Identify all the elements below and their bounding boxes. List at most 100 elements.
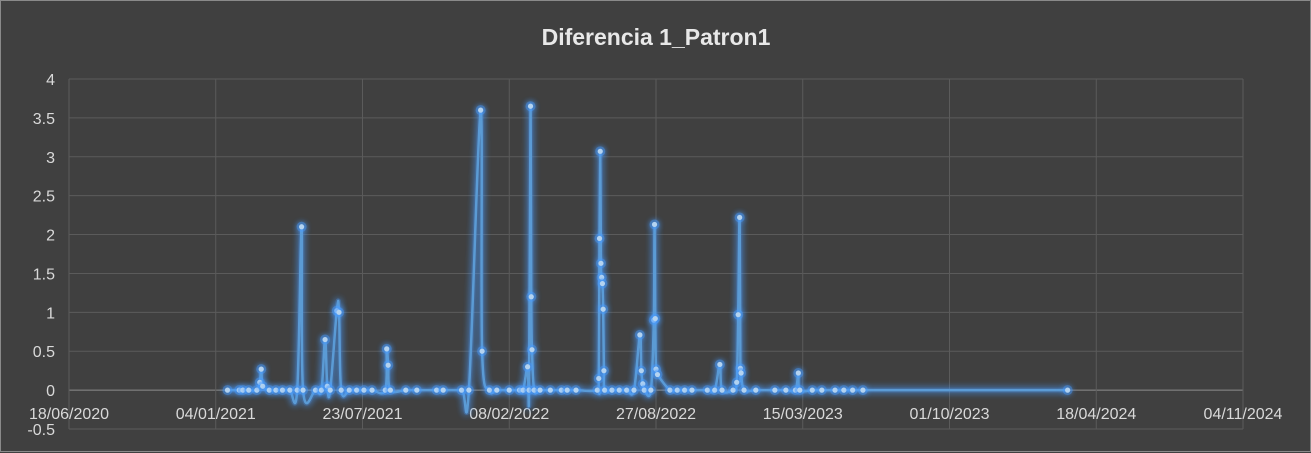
data-point-marker xyxy=(737,214,743,221)
y-tick-label: 1 xyxy=(46,305,55,322)
y-tick-label: 4 xyxy=(46,72,55,89)
data-point-marker xyxy=(414,387,420,393)
data-point-marker xyxy=(638,368,644,374)
data-point xyxy=(838,385,849,396)
data-point-marker xyxy=(466,387,472,393)
marker-layer xyxy=(222,101,1073,396)
data-point-marker xyxy=(547,387,553,393)
data-point xyxy=(816,385,827,396)
data-point xyxy=(598,365,609,376)
data-point xyxy=(645,385,656,396)
data-point-marker xyxy=(648,387,654,393)
data-point-marker xyxy=(637,332,643,338)
x-tick-label: 04/11/2024 xyxy=(1204,406,1283,423)
data-point xyxy=(336,385,347,396)
y-tick-label: 2 xyxy=(46,228,55,245)
data-point-marker xyxy=(494,387,500,393)
chart-title: Diferencia 1_Patron1 xyxy=(542,24,771,50)
data-point xyxy=(381,343,392,354)
x-axis-ticks: 18/06/2020 04/01/2021 23/07/2021 08/02/2022… xyxy=(29,406,1283,423)
data-point-marker xyxy=(1065,387,1071,393)
data-point xyxy=(652,369,663,380)
data-point-marker xyxy=(601,368,607,374)
data-point xyxy=(709,385,720,396)
data-point-marker xyxy=(797,387,803,393)
data-point-marker xyxy=(609,387,615,393)
data-point xyxy=(385,385,396,396)
data-point xyxy=(484,385,495,396)
data-point-marker xyxy=(298,224,305,230)
data-point xyxy=(367,385,378,396)
data-point-marker xyxy=(529,347,535,353)
data-point xyxy=(599,385,610,396)
data-point xyxy=(847,385,858,396)
data-point xyxy=(562,385,573,396)
data-point-marker xyxy=(654,371,661,378)
data-point-marker xyxy=(318,387,325,393)
x-tick-label: 27/08/2022 xyxy=(616,406,696,423)
data-point-marker xyxy=(246,387,252,393)
data-point xyxy=(463,385,474,396)
data-point-marker xyxy=(266,387,272,393)
data-point xyxy=(411,385,422,396)
data-point xyxy=(686,385,697,396)
data-point-marker xyxy=(735,312,741,318)
data-point xyxy=(504,385,515,396)
data-point-marker xyxy=(860,387,866,393)
data-point xyxy=(334,307,345,318)
data-point xyxy=(597,278,608,289)
y-tick-label: 1.5 xyxy=(33,266,55,283)
data-point xyxy=(456,385,467,396)
data-point-marker xyxy=(506,387,512,393)
data-point-marker xyxy=(819,387,825,393)
data-point-marker xyxy=(753,387,759,393)
data-point-marker xyxy=(704,387,710,393)
data-point xyxy=(243,385,254,396)
data-point xyxy=(739,385,750,396)
data-point-marker xyxy=(369,387,375,393)
data-point-marker xyxy=(287,387,293,393)
data-point-marker xyxy=(384,346,390,352)
data-point xyxy=(750,385,761,396)
data-point-marker xyxy=(841,387,847,393)
data-point xyxy=(636,365,647,376)
data-point-marker xyxy=(719,387,725,393)
series-line-glow xyxy=(227,102,1068,415)
data-point xyxy=(634,329,645,340)
data-point-marker xyxy=(772,387,778,393)
data-point xyxy=(780,385,791,396)
data-point xyxy=(438,385,449,396)
data-point-marker xyxy=(478,107,484,113)
x-tick-label: 23/07/2021 xyxy=(322,406,402,423)
data-point xyxy=(702,385,713,396)
data-point-marker xyxy=(602,387,608,393)
data-point xyxy=(628,385,639,396)
data-point-marker xyxy=(850,387,856,393)
data-point-marker xyxy=(346,387,352,393)
data-point-marker xyxy=(537,387,543,393)
data-point-marker xyxy=(260,383,266,389)
data-point xyxy=(595,258,606,269)
data-point-marker xyxy=(527,103,534,109)
data-point xyxy=(522,361,533,372)
data-point-marker xyxy=(598,260,604,266)
series-line xyxy=(227,103,1068,414)
data-point xyxy=(400,385,411,396)
data-point-marker xyxy=(689,387,695,393)
data-point xyxy=(351,385,362,396)
data-point-marker xyxy=(667,387,673,393)
data-point-marker xyxy=(258,366,264,372)
x-tick-label: 15/03/2023 xyxy=(763,406,843,423)
data-point-marker xyxy=(322,336,328,343)
data-point xyxy=(222,385,233,396)
data-point-marker xyxy=(573,387,579,393)
data-point-marker xyxy=(224,387,231,393)
data-point xyxy=(830,385,841,396)
data-point-marker xyxy=(596,375,602,382)
data-point xyxy=(277,385,288,396)
data-point xyxy=(672,385,683,396)
x-tick-label: 18/06/2020 xyxy=(29,406,109,423)
data-point xyxy=(731,377,742,388)
x-tick-label: 04/01/2021 xyxy=(176,406,256,423)
